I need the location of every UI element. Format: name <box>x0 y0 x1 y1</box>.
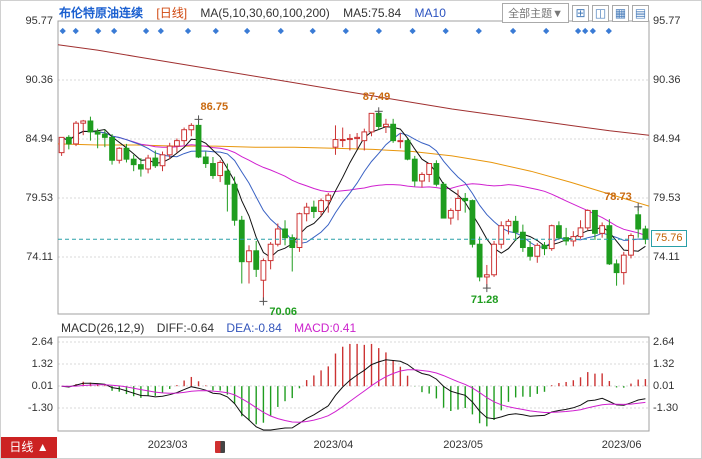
y-axis-label: 90.36 <box>653 74 681 86</box>
y-axis-label: 95.77 <box>653 15 681 27</box>
price-extreme-annotation: 78.73 <box>604 190 632 203</box>
macd-histogram <box>68 343 647 427</box>
panel-layout-icon[interactable]: ▦ <box>612 4 629 22</box>
y-axis-label: 90.36 <box>25 74 53 86</box>
ma5-value-label: MA5:75.84 <box>343 6 402 20</box>
macd-axis-label: 2.64 <box>653 336 675 348</box>
y-axis-label: 74.11 <box>653 251 680 263</box>
macd-axis-label: 1.32 <box>653 358 675 370</box>
x-axis-label: 2023/06 <box>601 439 642 451</box>
ma-lines <box>57 44 650 258</box>
toolbar: 全部主题▼ ⊞ ◫ ▦ ▤ <box>502 3 649 23</box>
ma-settings-label: MA(5,10,30,60,100,200) <box>200 6 330 20</box>
period-tag: [日线] <box>156 6 188 20</box>
extreme-crosses <box>194 107 643 306</box>
macd-lines <box>61 359 646 431</box>
price-extreme-annotation: 87.49 <box>362 91 391 104</box>
list-layout-icon[interactable]: ▤ <box>632 4 649 22</box>
y-axis-label: 79.53 <box>25 192 53 204</box>
theme-dropdown[interactable]: 全部主题▼ <box>502 3 569 23</box>
column-layout-icon[interactable]: ◫ <box>592 4 609 22</box>
price-extreme-annotation: 71.28 <box>470 294 499 307</box>
event-markers[interactable] <box>59 27 612 35</box>
macd-axis-label: -1.30 <box>653 402 679 414</box>
y-axis-label: 95.77 <box>25 15 53 27</box>
grid-lines <box>57 20 650 432</box>
macd-axis-label: -1.30 <box>27 402 53 414</box>
y-axis-label: 74.11 <box>26 251 53 263</box>
macd-axis-label: 0.01 <box>653 380 675 392</box>
macd-bar-value: MACD:0.41 <box>294 321 357 335</box>
macd-axis-label: 1.32 <box>31 358 53 370</box>
y-axis-label: 84.94 <box>25 133 53 145</box>
ma10-label: MA10 <box>414 6 446 20</box>
price-extreme-annotation: 86.75 <box>200 101 229 114</box>
calendar-event-icon[interactable] <box>215 441 225 453</box>
symbol-name: 布伦特原油连续 <box>59 6 144 20</box>
x-axis-label: 2023/03 <box>147 439 188 451</box>
macd-axis-label: 0.01 <box>31 380 53 392</box>
chart-header: 布伦特原油连续 [日线] MA(5,10,30,60,100,200) MA5:… <box>59 4 456 21</box>
period-selector-badge[interactable]: 日线 ▲ <box>1 437 57 458</box>
last-price-tag: 75.76 <box>651 230 687 248</box>
grid-layout-icon[interactable]: ⊞ <box>572 4 589 22</box>
macd-dea-value: DEA:-0.84 <box>226 321 282 335</box>
candles <box>58 111 649 302</box>
y-axis-label: 79.53 <box>653 192 681 204</box>
macd-settings-label: MACD(26,12,9) <box>61 321 145 335</box>
macd-diff-value: DIFF:-0.64 <box>156 321 215 335</box>
macd-axis-label: 2.64 <box>31 336 53 348</box>
y-axis-label: 84.94 <box>653 133 681 145</box>
price-extreme-annotation: 70.06 <box>269 306 297 319</box>
macd-header: MACD(26,12,9) DIFF:-0.64 DEA:-0.84 MACD:… <box>61 321 365 335</box>
x-axis-label: 2023/05 <box>443 439 483 451</box>
x-axis-label: 2023/04 <box>313 439 354 451</box>
